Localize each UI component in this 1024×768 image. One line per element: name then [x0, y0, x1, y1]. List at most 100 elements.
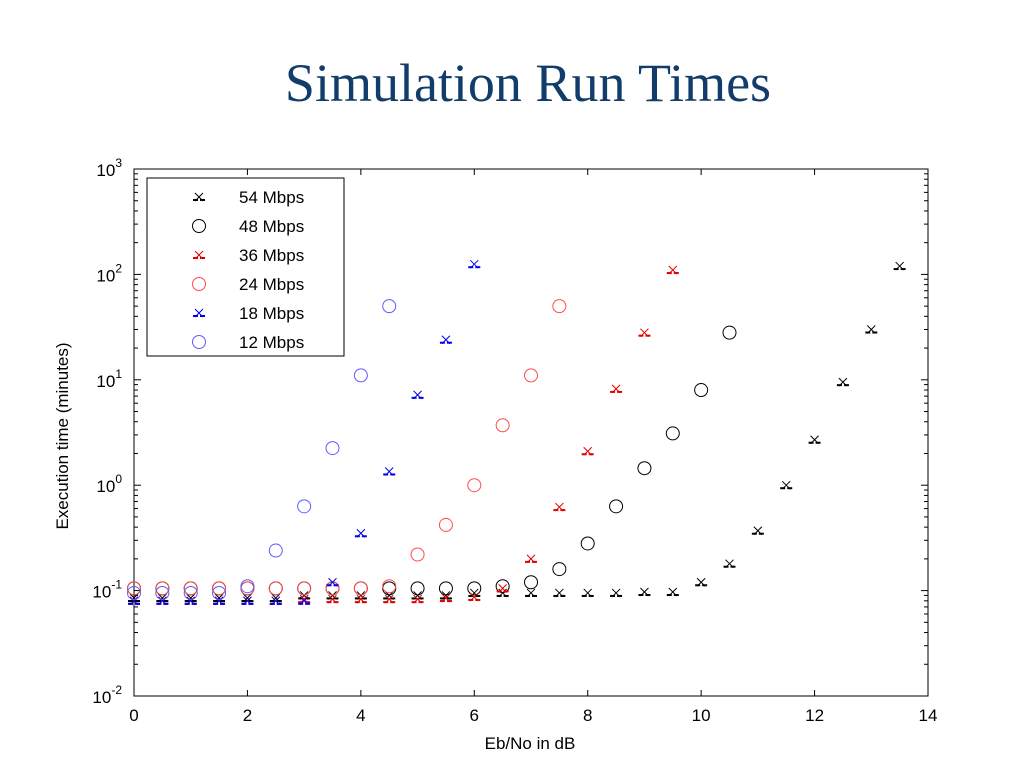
data-point-54-mbps [751, 526, 764, 536]
legend-marker [192, 219, 206, 233]
data-point-54-mbps [666, 587, 679, 597]
y-tick-label: 101 [96, 367, 122, 391]
data-point-36-mbps [525, 554, 537, 564]
data-point-54-mbps [865, 325, 878, 334]
data-point-36-mbps [496, 584, 509, 593]
data-point-24-mbps [183, 581, 198, 596]
data-point-48-mbps [438, 581, 453, 596]
x-tick-label: 10 [692, 706, 711, 725]
data-point-48-mbps [609, 499, 624, 514]
data-point-18-mbps [468, 259, 481, 269]
legend-label: 36 Mbps [239, 246, 304, 265]
data-point-18-mbps [439, 335, 452, 345]
data-point-12-mbps [127, 585, 141, 600]
data-point-12-mbps [353, 368, 368, 383]
slide-title: Simulation Run Times [284, 53, 772, 113]
data-point-48-mbps [467, 581, 482, 596]
data-point-48-mbps [495, 579, 510, 594]
y-tick-label: 102 [96, 261, 122, 285]
data-point-36-mbps [439, 593, 452, 603]
legend-marker [193, 192, 205, 202]
data-point-36-mbps [354, 594, 367, 604]
data-point-18-mbps [213, 596, 226, 606]
x-tick-label: 0 [129, 706, 138, 725]
data-point-54-mbps [610, 588, 623, 598]
y-tick-label: 10-1 [92, 578, 122, 602]
data-point-54-mbps [128, 593, 140, 603]
data-point-54-mbps [468, 588, 481, 598]
data-point-48-mbps [665, 426, 680, 441]
data-point-24-mbps [410, 547, 425, 562]
data-point-54-mbps [269, 593, 282, 603]
data-point-18-mbps [411, 390, 424, 400]
x-tick-label: 8 [583, 706, 592, 725]
data-point-48-mbps [524, 575, 538, 590]
data-point-48-mbps [552, 562, 567, 577]
data-point-54-mbps [553, 588, 566, 598]
data-point-36-mbps [326, 594, 339, 604]
data-point-12-mbps [183, 585, 198, 600]
data-point-36-mbps [553, 502, 566, 512]
plot-frame [133, 168, 929, 697]
data-point-54-mbps [638, 587, 651, 597]
data-marks [127, 259, 906, 606]
data-point-36-mbps [468, 592, 481, 602]
data-point-54-mbps [326, 591, 339, 600]
data-point-18-mbps [269, 596, 282, 606]
data-point-18-mbps [128, 596, 140, 606]
data-point-54-mbps [808, 435, 821, 445]
data-point-24-mbps [467, 478, 482, 493]
data-point-48-mbps [410, 581, 425, 596]
data-point-18-mbps [156, 596, 169, 606]
data-point-54-mbps [525, 588, 537, 598]
data-point-24-mbps [297, 581, 312, 596]
data-point-18-mbps [184, 596, 197, 606]
y-axis-label: Execution time (minutes) [53, 342, 72, 529]
axes: 0 2 4 6 8 10 12 14 10-2 10-1 100 101 102 103 [92, 156, 937, 725]
data-point-48-mbps [694, 383, 709, 398]
data-point-12-mbps [325, 441, 340, 456]
y-tick-label: 10-2 [92, 683, 122, 707]
data-point-36-mbps [581, 446, 594, 456]
data-point-54-mbps [241, 593, 254, 603]
data-point-24-mbps [127, 581, 141, 596]
data-point-18-mbps [298, 596, 311, 606]
legend-label: 24 Mbps [239, 275, 304, 294]
data-point-18-mbps [241, 596, 254, 606]
data-point-18-mbps [354, 528, 367, 538]
data-point-24-mbps [353, 581, 368, 596]
data-point-54-mbps [723, 559, 736, 569]
data-point-54-mbps [156, 593, 169, 603]
data-point-54-mbps [893, 261, 906, 271]
data-point-48-mbps [580, 536, 595, 551]
data-point-54-mbps [354, 591, 367, 600]
data-point-36-mbps [610, 384, 623, 394]
data-point-36-mbps [638, 328, 651, 338]
legend: 54 Mbps 48 Mbps 36 Mbps 24 Mbps 18 Mbps 12 Mb… [146, 177, 345, 357]
data-point-18-mbps [326, 577, 339, 587]
legend-marker [193, 308, 205, 318]
legend-marker [193, 250, 205, 260]
data-point-24-mbps [325, 581, 340, 596]
legend-label: 18 Mbps [239, 304, 304, 323]
data-point-24-mbps [552, 299, 567, 314]
data-point-48-mbps [637, 461, 652, 476]
y-tick-label: 103 [96, 156, 122, 180]
data-point-12-mbps [155, 585, 170, 600]
data-point-36-mbps [411, 594, 424, 604]
data-point-54-mbps [439, 591, 452, 600]
legend-marker [192, 277, 206, 291]
data-point-12-mbps [240, 579, 255, 594]
legend-box [146, 177, 345, 357]
data-point-36-mbps [666, 265, 679, 275]
data-point-24-mbps [495, 418, 510, 433]
data-point-12-mbps [212, 585, 227, 600]
data-point-18-mbps [383, 467, 396, 476]
data-point-24-mbps [524, 368, 538, 383]
data-point-54-mbps [411, 591, 424, 600]
legend-label: 12 Mbps [239, 333, 304, 352]
data-point-36-mbps [383, 594, 396, 604]
x-axis-label: Eb/No in dB [485, 734, 576, 753]
data-point-24-mbps [382, 579, 397, 594]
